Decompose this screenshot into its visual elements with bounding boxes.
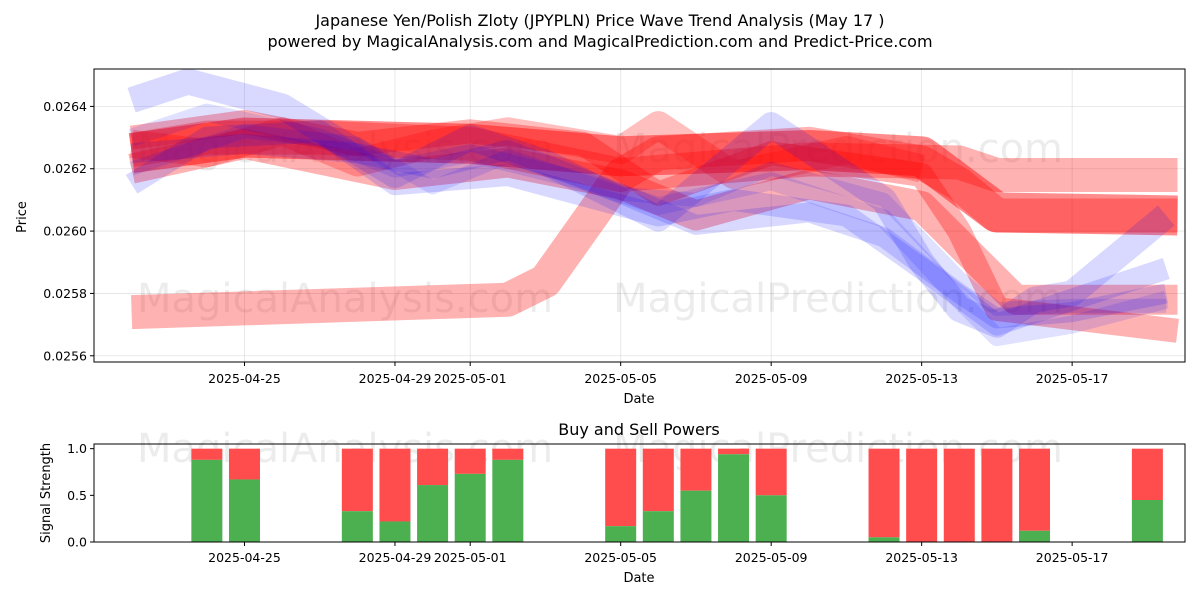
- x-tick-label: 2025-05-17: [1036, 550, 1109, 565]
- y-tick-label: 0.0260: [43, 224, 87, 239]
- red-wave-band-2: [129, 110, 1179, 343]
- y-tick-label: 0.0264: [43, 99, 87, 114]
- watermark: MagicalPrediction.com: [613, 276, 1063, 322]
- sell-power-bar: [680, 448, 712, 491]
- buy-power-bar: [755, 495, 787, 542]
- sell-power-bar: [868, 448, 900, 538]
- sell-power-bar: [417, 448, 449, 486]
- price-plot-frame: [93, 68, 1186, 363]
- buy-power-bar: [868, 537, 900, 542]
- x-tick-label: 2025-04-29: [359, 371, 432, 386]
- price-axes: 2025-04-25 2025-04-29 2025-05-01 2025-05-05…: [43, 99, 1108, 386]
- x-tick-label: 2025-05-17: [1036, 371, 1109, 386]
- blue-wave-band-10: [129, 124, 1167, 316]
- power-bars: [191, 448, 1163, 542]
- sell-power-bar: [228, 448, 260, 480]
- blue-wave-band-9: [128, 103, 1169, 347]
- buy-power-bar: [1019, 530, 1051, 542]
- red-wave-band-4: [128, 117, 1178, 236]
- chart-title: Japanese Yen/Polish Zloty (JPYPLN) Price…: [314, 11, 884, 30]
- sell-power-bar: [642, 448, 674, 512]
- y-tick-label: 0.0258: [43, 286, 87, 301]
- buy-power-bar: [417, 485, 449, 542]
- blue-wave-band-8: [130, 133, 1169, 329]
- buy-power-bar: [492, 459, 524, 542]
- power-plot-frame: [93, 443, 1186, 543]
- buy-power-bar: [454, 473, 486, 542]
- red-wave-band-5: [129, 111, 926, 189]
- sell-power-bar: [755, 448, 787, 496]
- x-tick-label: 2025-05-05: [584, 371, 657, 386]
- sell-power-bar: [341, 448, 373, 512]
- y-tick-label: 0.0256: [43, 348, 87, 363]
- y-tick-label: 0.0262: [43, 161, 87, 176]
- red-wave-band-0: [131, 142, 1178, 330]
- price-panel: MagicalAnalysis.com MagicalPrediction.co…: [15, 68, 1186, 407]
- price-watermarks: MagicalAnalysis.com MagicalPrediction.co…: [137, 126, 1063, 322]
- blue-wave-band-7: [125, 120, 1170, 336]
- price-grid: [94, 69, 1185, 362]
- sell-power-bar: [718, 448, 750, 455]
- watermark: MagicalAnalysis.com: [137, 126, 553, 172]
- buy-power-bar: [379, 521, 411, 542]
- sell-power-bar: [191, 448, 223, 460]
- red-wave-band-1: [128, 120, 1178, 233]
- sell-power-bar: [943, 448, 975, 542]
- sell-power-bar: [454, 448, 486, 474]
- sell-power-bar: [1019, 448, 1051, 531]
- sell-power-bar: [492, 448, 524, 460]
- sell-power-bar: [605, 448, 637, 527]
- x-tick-label: 2025-05-01: [434, 371, 507, 386]
- x-tick-label: 2025-05-09: [735, 550, 808, 565]
- x-tick-label: 2025-04-25: [208, 371, 281, 386]
- buy-power-bar: [341, 511, 373, 542]
- power-y-axis-label: Signal Strength: [39, 443, 54, 543]
- x-tick-label: 2025-05-13: [885, 550, 958, 565]
- blue-wave-band-6: [127, 69, 1175, 338]
- x-tick-label: 2025-04-29: [359, 550, 432, 565]
- x-tick-label: 2025-05-05: [584, 550, 657, 565]
- buy-power-bar: [191, 459, 223, 542]
- sell-power-bar: [379, 448, 411, 522]
- buy-power-bar: [680, 490, 712, 542]
- x-tick-label: 2025-05-09: [735, 371, 808, 386]
- power-axes: 2025-04-25 2025-04-29 2025-05-01 2025-05-05…: [67, 441, 1108, 565]
- red-wave-band-3: [128, 128, 1178, 315]
- power-panel: Buy and Sell Powers MagicalAnalysis.com …: [39, 420, 1186, 586]
- buy-power-bar: [1131, 500, 1163, 542]
- y-tick-label: 1.0: [67, 441, 87, 456]
- y-tick-label: 0.0: [67, 535, 87, 550]
- power-panel-title: Buy and Sell Powers: [558, 420, 720, 439]
- price-bands: [125, 69, 1179, 347]
- sell-power-bar: [906, 448, 938, 542]
- price-x-axis-label: Date: [623, 392, 654, 407]
- buy-power-bar: [718, 454, 750, 542]
- buy-power-bar: [228, 479, 260, 542]
- price-y-axis-label: Price: [15, 201, 30, 233]
- y-tick-label: 0.5: [67, 488, 87, 503]
- sell-power-bar: [1131, 448, 1163, 500]
- buy-power-bar: [605, 526, 637, 542]
- x-tick-label: 2025-04-25: [208, 550, 281, 565]
- watermark: MagicalAnalysis.com: [137, 276, 553, 322]
- power-x-axis-label: Date: [623, 571, 654, 586]
- x-tick-label: 2025-05-13: [885, 371, 958, 386]
- chart-subtitle: powered by MagicalAnalysis.com and Magic…: [267, 32, 932, 51]
- buy-power-bar: [642, 511, 674, 542]
- watermark: MagicalPrediction.com: [613, 126, 1063, 172]
- x-tick-label: 2025-05-01: [434, 550, 507, 565]
- sell-power-bar: [981, 448, 1013, 542]
